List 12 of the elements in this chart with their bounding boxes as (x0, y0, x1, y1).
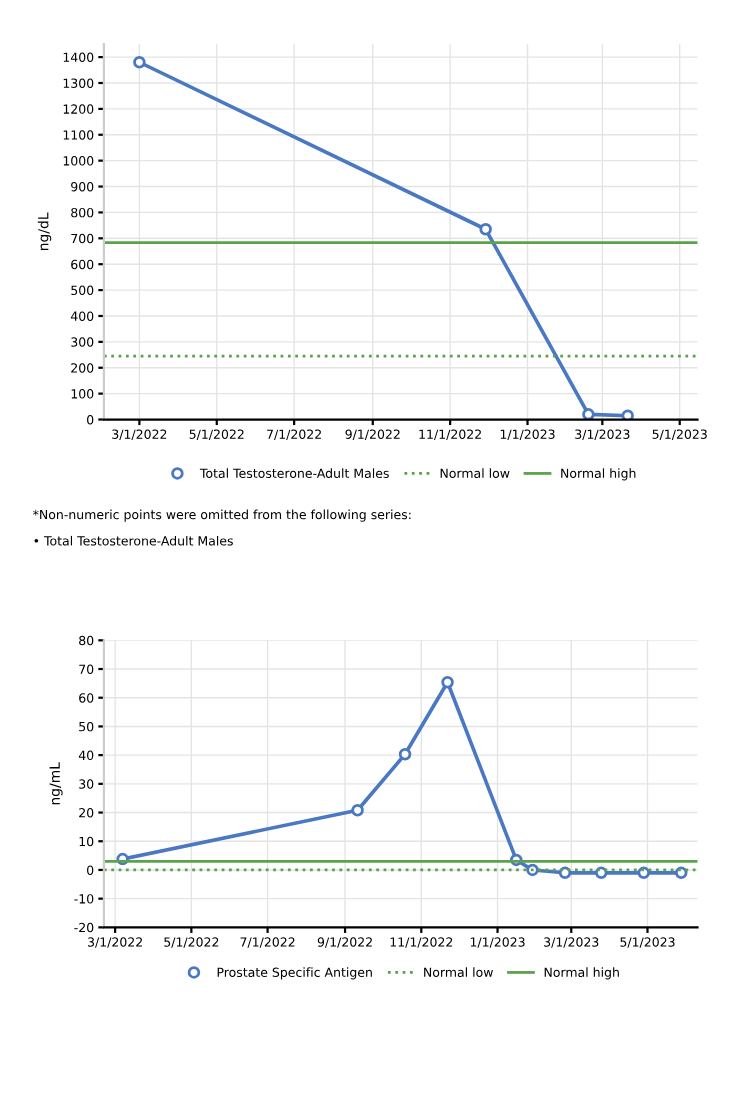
point (479, 223, 492, 236)
point (351, 804, 364, 817)
point (441, 675, 454, 689)
point (595, 866, 608, 880)
point (637, 866, 650, 880)
point (582, 408, 595, 420)
point (133, 56, 146, 69)
point (674, 866, 688, 880)
point (398, 748, 412, 761)
point (526, 863, 539, 877)
point (621, 409, 634, 420)
point (558, 866, 572, 880)
